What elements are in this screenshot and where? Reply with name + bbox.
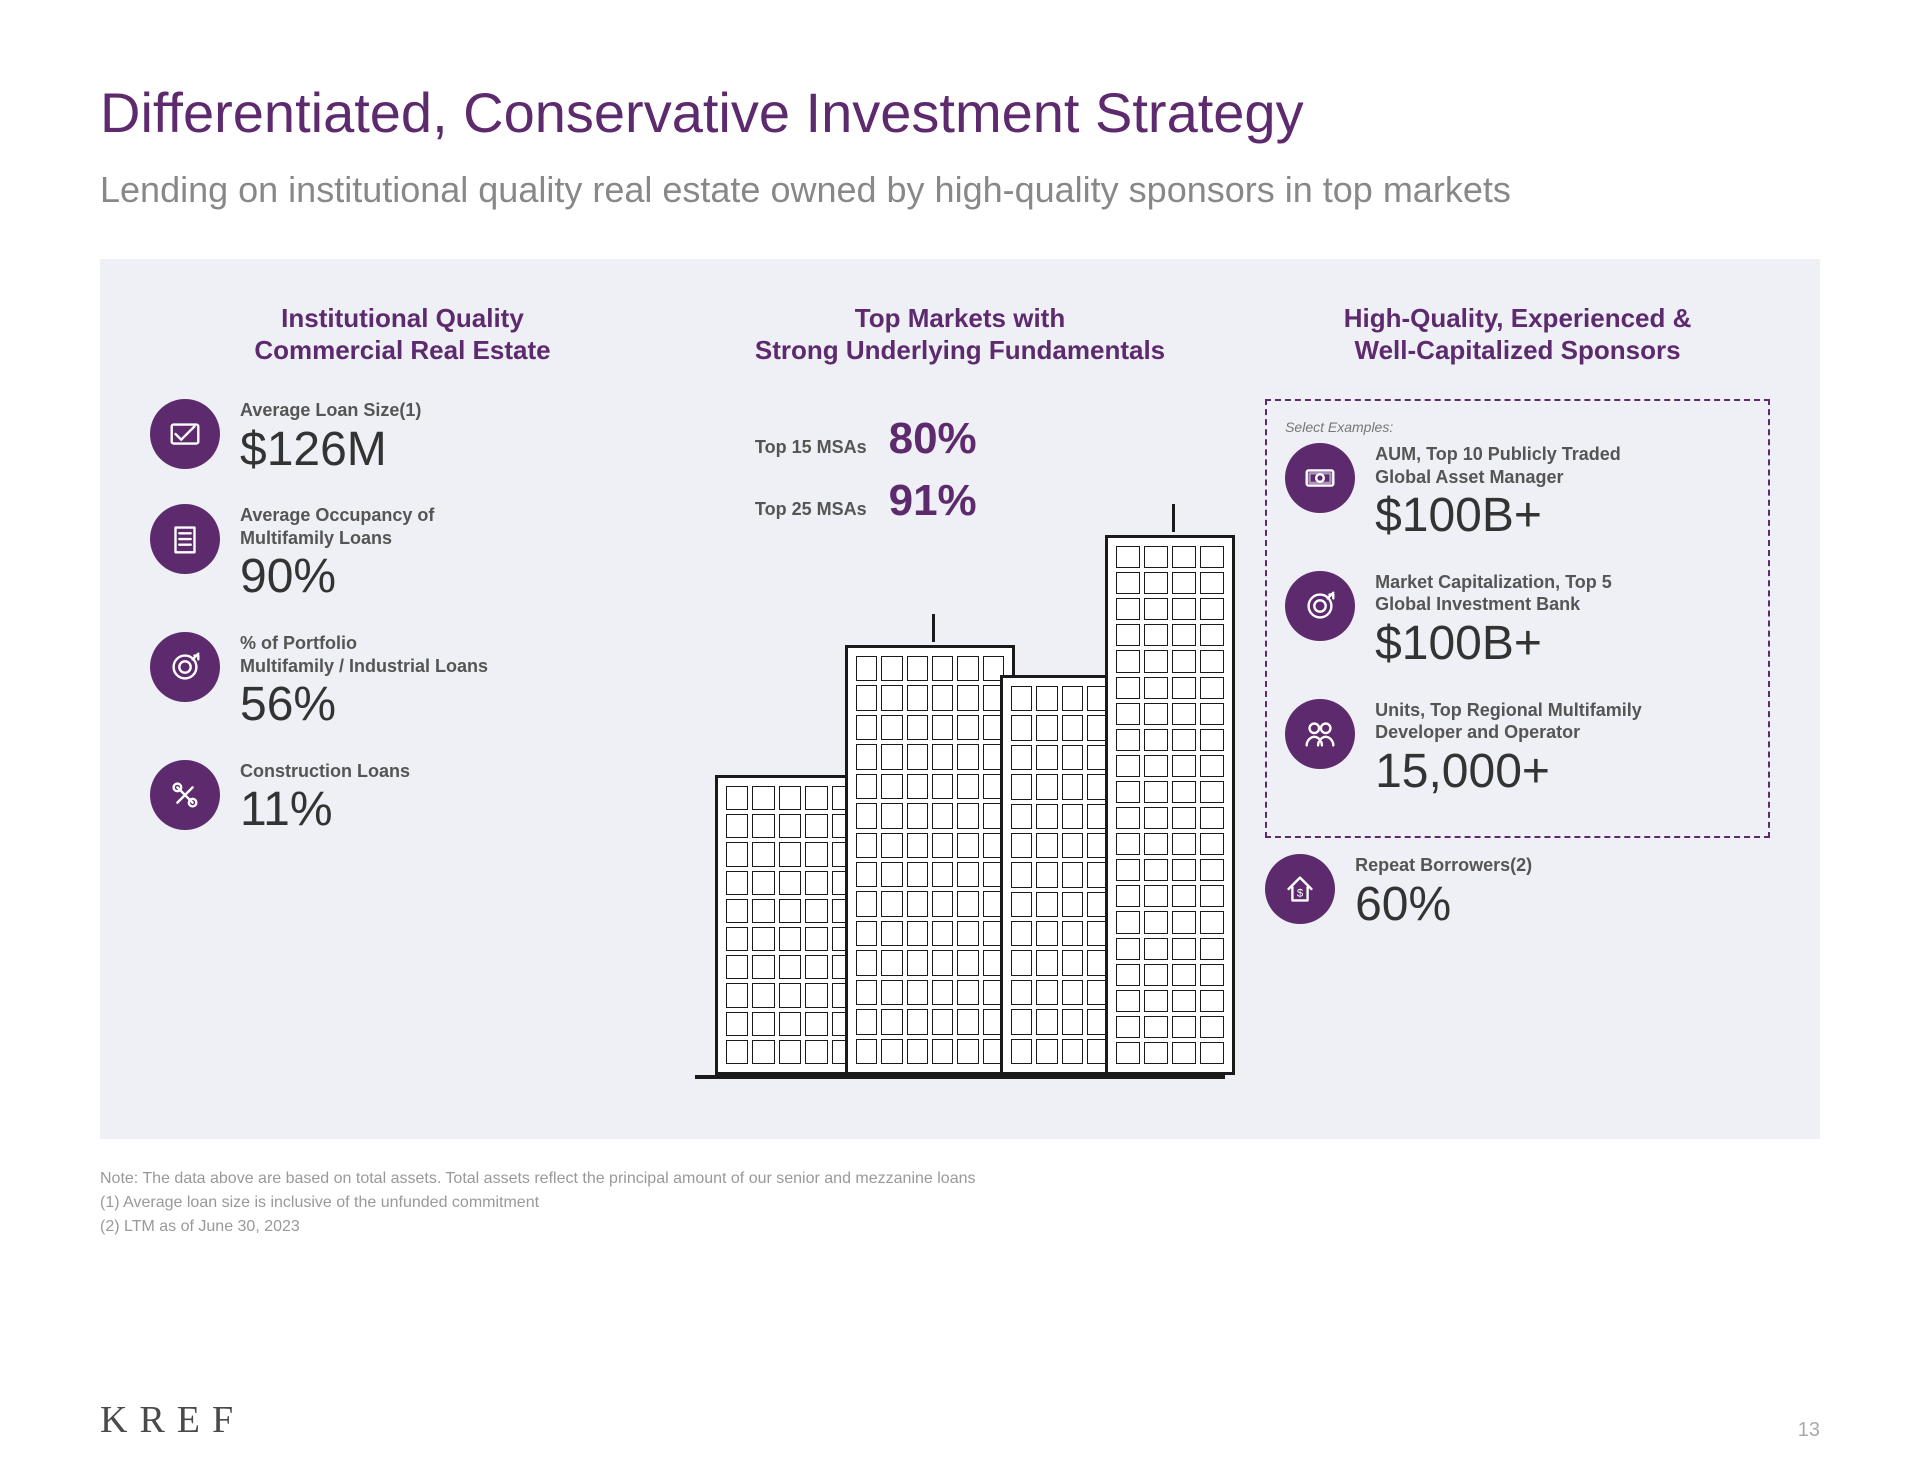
skyline-area [695, 519, 1225, 1079]
svg-text:$: $ [1297, 888, 1304, 900]
left-column: Institutional Quality Commercial Real Es… [150, 299, 655, 1109]
center-header-line2: Strong Underlying Fundamentals [755, 334, 1165, 367]
msa-value: 91% [889, 476, 977, 526]
content-panel: Institutional Quality Commercial Real Es… [100, 259, 1820, 1139]
select-examples-label: Select Examples: [1285, 419, 1750, 435]
stat-label: Market Capitalization, Top 5Global Inves… [1375, 571, 1612, 616]
right-column: High-Quality, Experienced & Well-Capital… [1265, 299, 1770, 1109]
left-header: Institutional Quality Commercial Real Es… [150, 299, 655, 369]
footnotes: Note: The data above are based on total … [100, 1167, 1820, 1239]
target-icon [1285, 571, 1355, 641]
stat-text: AUM, Top 10 Publicly TradedGlobal Asset … [1375, 443, 1621, 543]
msa-row-0: Top 15 MSAs 80% [755, 414, 977, 464]
msa-label: Top 25 MSAs [755, 499, 867, 520]
repeat-borrowers-stat: $ Repeat Borrowers(2)60% [1265, 854, 1770, 931]
stat-label: AUM, Top 10 Publicly TradedGlobal Asset … [1375, 443, 1621, 488]
boxed-stats: AUM, Top 10 Publicly TradedGlobal Asset … [1285, 443, 1750, 798]
stat-text: Average Occupancy ofMultifamily Loans90% [240, 504, 434, 604]
house-icon: $ [1265, 854, 1335, 924]
left-stat-3: Construction Loans11% [150, 760, 655, 837]
msa-value: 80% [889, 414, 977, 464]
stat-label: Units, Top Regional MultifamilyDeveloper… [1375, 699, 1642, 744]
stat-value: 60% [1355, 879, 1532, 932]
building-icon [150, 504, 220, 574]
stat-label: % of PortfolioMultifamily / Industrial L… [240, 632, 488, 677]
left-header-line2: Commercial Real Estate [254, 334, 550, 367]
extra-stat: $ Repeat Borrowers(2)60% [1265, 854, 1770, 959]
slide: Differentiated, Conservative Investment … [0, 0, 1920, 1484]
stat-value: $100B+ [1375, 618, 1612, 671]
stat-text: Units, Top Regional MultifamilyDeveloper… [1375, 699, 1642, 799]
page-number: 13 [1798, 1419, 1820, 1442]
left-header-line1: Institutional Quality [281, 302, 524, 335]
right-header-line2: Well-Capitalized Sponsors [1355, 334, 1681, 367]
center-header-line1: Top Markets with [855, 302, 1065, 335]
note-line-0: Note: The data above are based on total … [100, 1167, 1820, 1191]
right-header: High-Quality, Experienced & Well-Capital… [1265, 299, 1770, 369]
left-stats: Average Loan Size(1)$126M Average Occupan… [150, 399, 655, 865]
boxed-stat-0: AUM, Top 10 Publicly TradedGlobal Asset … [1285, 443, 1750, 543]
slide-title: Differentiated, Conservative Investment … [100, 80, 1820, 145]
note-line-2: (2) LTM as of June 30, 2023 [100, 1215, 1820, 1239]
note-line-1: (1) Average loan size is inclusive of th… [100, 1191, 1820, 1215]
stat-text: % of PortfolioMultifamily / Industrial L… [240, 632, 488, 732]
center-header: Top Markets with Strong Underlying Funda… [755, 299, 1165, 369]
sponsor-examples-box: Select Examples: AUM, Top 10 Publicly Tr… [1265, 399, 1770, 838]
stat-value: 15,000+ [1375, 746, 1642, 799]
stat-value: $100B+ [1375, 490, 1621, 543]
stat-value: 90% [240, 551, 434, 604]
left-stat-0: Average Loan Size(1)$126M [150, 399, 655, 476]
left-stat-2: % of PortfolioMultifamily / Industrial L… [150, 632, 655, 732]
stat-value: 11% [240, 784, 410, 837]
tools-icon [150, 760, 220, 830]
stat-value: 56% [240, 679, 488, 732]
left-stat-1: Average Occupancy ofMultifamily Loans90% [150, 504, 655, 604]
stat-label: Construction Loans [240, 760, 410, 783]
stat-label: Average Occupancy ofMultifamily Loans [240, 504, 434, 549]
stat-text: Average Loan Size(1)$126M [240, 399, 421, 476]
money-icon [1285, 443, 1355, 513]
building-3 [1105, 535, 1235, 1075]
stat-label: Repeat Borrowers(2) [1355, 854, 1532, 877]
center-column: Top Markets with Strong Underlying Funda… [695, 299, 1225, 1109]
stat-label: Average Loan Size(1) [240, 399, 421, 422]
slide-subtitle: Lending on institutional quality real es… [100, 169, 1820, 211]
skyline-illustration [695, 519, 1225, 1079]
boxed-stat-1: Market Capitalization, Top 5Global Inves… [1285, 571, 1750, 671]
msa-stats: Top 15 MSAs 80% Top 25 MSAs 91% [755, 414, 977, 526]
msa-label: Top 15 MSAs [755, 437, 867, 458]
right-header-line1: High-Quality, Experienced & [1344, 302, 1692, 335]
people-icon [1285, 699, 1355, 769]
check-icon [150, 399, 220, 469]
msa-row-1: Top 25 MSAs 91% [755, 476, 977, 526]
stat-text: Construction Loans11% [240, 760, 410, 837]
building-2 [1000, 675, 1120, 1075]
target-icon [150, 632, 220, 702]
company-logo: KREF [100, 1398, 245, 1442]
stat-text: Market Capitalization, Top 5Global Inves… [1375, 571, 1612, 671]
stat-text: Repeat Borrowers(2)60% [1355, 854, 1532, 931]
building-0 [715, 775, 865, 1075]
stat-value: $126M [240, 424, 421, 477]
skyline-ground [695, 1075, 1225, 1079]
building-1 [845, 645, 1015, 1075]
boxed-stat-2: Units, Top Regional MultifamilyDeveloper… [1285, 699, 1750, 799]
